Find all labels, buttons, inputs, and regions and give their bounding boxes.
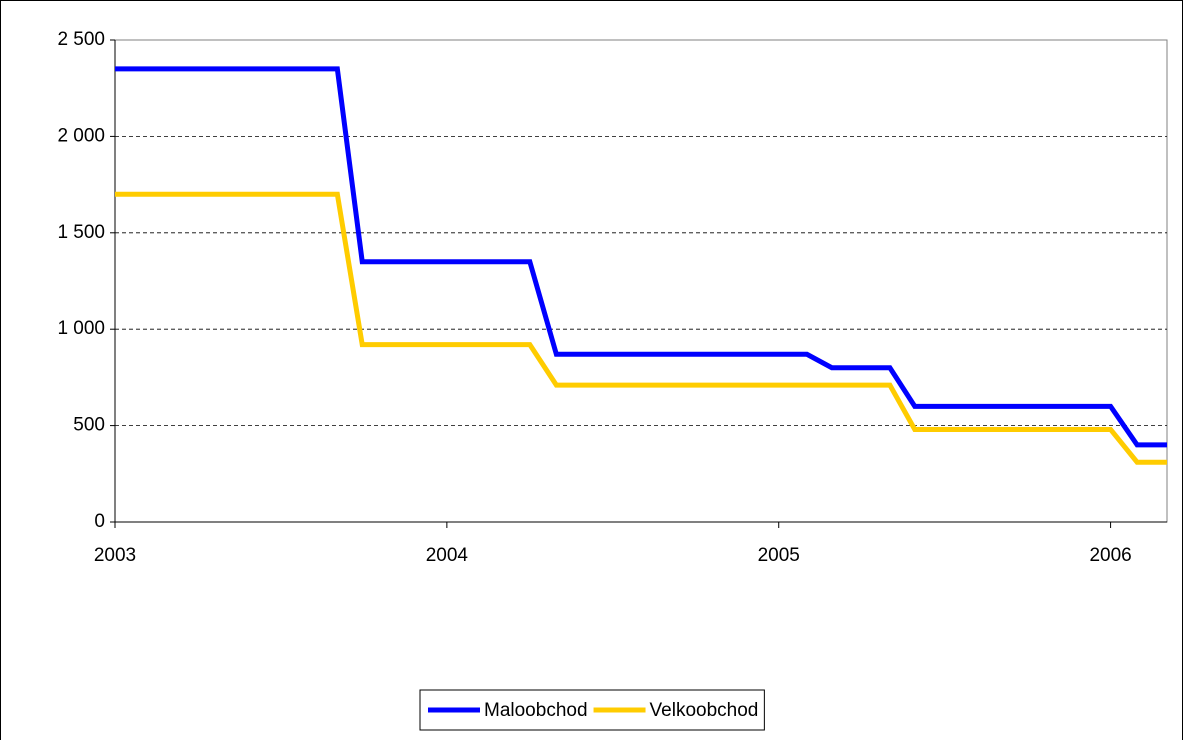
x-tick-label: 2005 — [758, 545, 800, 566]
y-tick-label: 2 500 — [57, 29, 105, 50]
y-tick-label: 2 000 — [57, 125, 105, 146]
x-tick-label: 2006 — [1089, 545, 1131, 566]
line-series — [115, 66, 1167, 448]
y-tick-label: 1 000 — [57, 318, 105, 339]
y-tick-label: 1 500 — [57, 222, 105, 243]
x-tick-label: 2003 — [94, 545, 136, 566]
plot-area — [114, 39, 1168, 523]
y-tick-label: 500 — [73, 415, 105, 436]
x-tick-label: 2004 — [426, 545, 469, 566]
legend-label: Maloobchod — [484, 700, 588, 721]
y-tick-label: 0 — [94, 511, 105, 532]
line-series — [115, 191, 1167, 465]
legend-label: Velkoobchod — [650, 700, 759, 721]
